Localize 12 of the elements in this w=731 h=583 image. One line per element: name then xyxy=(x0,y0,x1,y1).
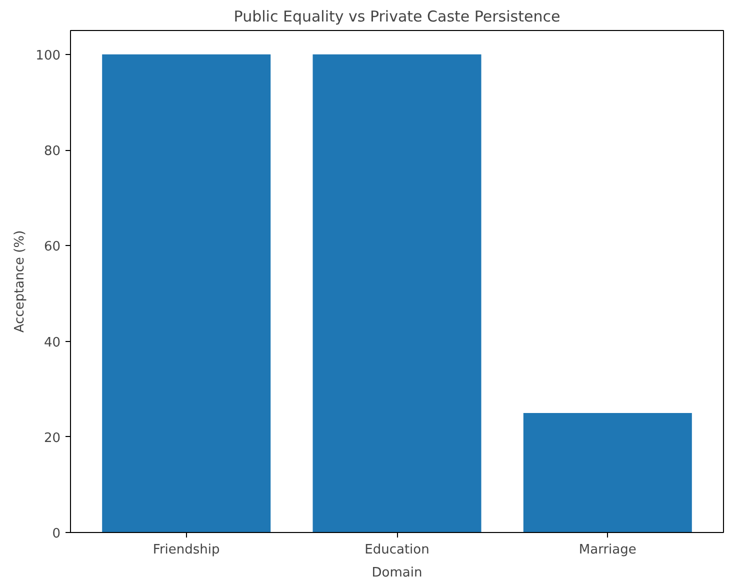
y-axis-title: Acceptance (%) xyxy=(12,230,28,333)
x-tick-label: Marriage xyxy=(578,542,636,558)
y-tick-label: 40 xyxy=(44,335,61,350)
y-tick-label: 20 xyxy=(44,430,61,446)
x-tick-label: Education xyxy=(364,542,430,558)
y-tick-label: 80 xyxy=(44,144,61,160)
y-tick-label: 0 xyxy=(52,526,61,542)
x-tick-label: Friendship xyxy=(152,542,220,558)
y-tick-label: 100 xyxy=(36,48,61,64)
x-axis-title: Domain xyxy=(372,566,422,580)
y-tick-label: 60 xyxy=(44,240,61,255)
chart-title: Public Equality vs Private Caste Persistence xyxy=(234,8,560,26)
